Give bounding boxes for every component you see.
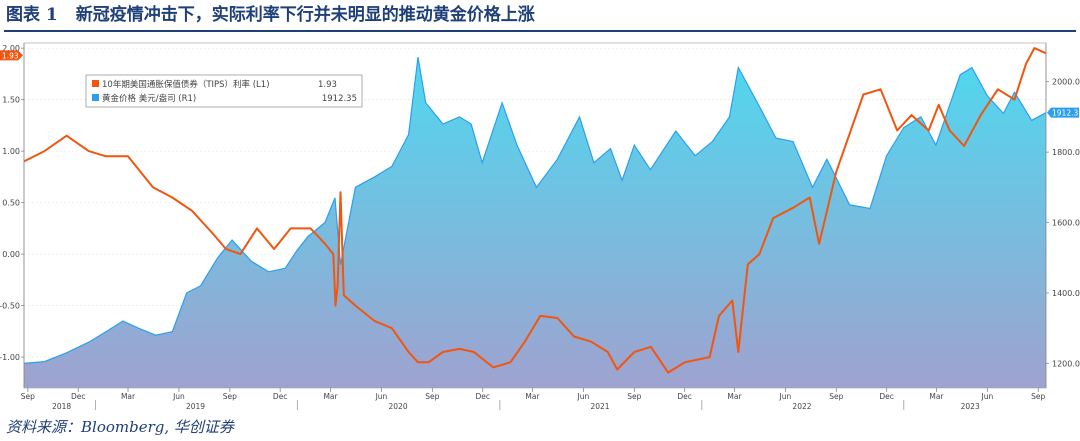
left-tick-label: -0.50 <box>0 302 20 311</box>
right-tick-label: 1200.00 <box>1052 359 1080 368</box>
x-year-label: 2018 <box>52 402 71 411</box>
title-rule <box>4 30 1076 32</box>
x-year-label: 2022 <box>792 402 811 411</box>
right-last-value-tag: 1912.35 <box>1047 107 1080 118</box>
x-month-label: Jun <box>980 392 993 401</box>
figure-title: 图表 1 新冠疫情冲击下，实际利率下行并未明显的推动黄金价格上涨 <box>6 2 535 28</box>
left-axis-ticks: -1.00 -0.50 0.00 0.50 1.00 1.50 2.00 <box>0 43 25 388</box>
x-month-label: Sep <box>425 392 439 401</box>
x-year-label: 2020 <box>389 402 408 411</box>
x-month-label: Jun <box>172 392 185 401</box>
left-tick-label: 0.50 <box>2 199 20 208</box>
x-month-label: Sep <box>627 392 641 401</box>
gold-price-area <box>24 57 1046 388</box>
tips-rate-line <box>23 47 1047 374</box>
legend-swatch-tips <box>92 80 99 87</box>
left-last-value-text: 1.93 <box>2 51 19 60</box>
chart-area: -1.00 -0.50 0.00 0.50 1.00 1.50 2.00 1200.00 14… <box>0 33 1080 413</box>
x-month-label: Jun <box>577 392 590 401</box>
source-note: 资料来源：Bloomberg, 华创证券 <box>6 418 234 436</box>
x-month-label: Dec <box>273 392 288 401</box>
left-tick-label: 0.00 <box>2 250 20 259</box>
x-month-label: Mar <box>929 392 944 401</box>
legend-value-gold: 1912.35 <box>322 94 357 104</box>
legend-box <box>85 74 363 108</box>
tips-vs-gold-chart: -1.00 -0.50 0.00 0.50 1.00 1.50 2.00 1200.00 14… <box>0 33 1080 413</box>
right-tick-label: 1600.00 <box>1052 219 1080 228</box>
x-month-label: Sep <box>21 392 35 401</box>
x-month-label: Dec <box>475 392 490 401</box>
right-tick-label: 1400.00 <box>1052 289 1080 298</box>
x-year-label: 2023 <box>961 402 980 411</box>
x-month-label: Mar <box>121 392 136 401</box>
x-month-label: Mar <box>727 392 742 401</box>
x-month-label: Sep <box>223 392 237 401</box>
legend-swatch-gold <box>92 94 99 101</box>
right-last-value-tag-shape <box>1047 107 1079 118</box>
legend-label-tips: 10年期美国通胀保值债券（TIPS）利率 (L1) <box>102 79 270 90</box>
x-month-label: Sep <box>1031 392 1045 401</box>
x-month-label: Jun <box>779 392 792 401</box>
x-month-label: Mar <box>323 392 338 401</box>
legend-value-tips: 1.93 <box>318 80 337 90</box>
right-tick-label: 2000.00 <box>1052 78 1080 87</box>
left-tick-label: 1.50 <box>2 96 20 105</box>
x-month-label: Dec <box>879 392 894 401</box>
x-month-label: Jun <box>375 392 388 401</box>
left-last-value-tag-shape <box>0 50 23 61</box>
x-axis-ticks: Sep Dec Mar Jun Sep Dec Mar Jun Sep Dec Mar Jun Sep D… <box>21 388 1046 411</box>
gold-price-line <box>23 57 1047 364</box>
legend-label-gold: 黄金价格 美元/盎司 (R1) <box>102 93 196 104</box>
figure-label: 图表 1 <box>6 5 58 25</box>
x-month-label: Dec <box>71 392 86 401</box>
left-tick-label: 2.00 <box>2 44 20 53</box>
left-last-value-tag: 1.93 <box>0 50 23 60</box>
x-month-label: Mar <box>525 392 540 401</box>
right-axis-ticks: 1200.00 1400.00 1600.00 1800.00 2000.00 <box>1045 43 1080 388</box>
x-year-label: 2021 <box>590 402 609 411</box>
right-tick-label: 1800.00 <box>1052 148 1080 157</box>
x-month-label: Sep <box>829 392 843 401</box>
legend: 10年期美国通胀保值债券（TIPS）利率 (L1) 1.93 黄金价格 美元/盎… <box>85 74 363 108</box>
left-tick-label: 1.00 <box>2 147 20 156</box>
x-month-label: Dec <box>677 392 692 401</box>
x-year-label: 2019 <box>186 402 205 411</box>
figure-title-text: 新冠疫情冲击下，实际利率下行并未明显的推动黄金价格上涨 <box>75 5 535 25</box>
right-last-value-text: 1912.35 <box>1052 109 1080 118</box>
left-tick-label: -1.00 <box>0 353 20 362</box>
